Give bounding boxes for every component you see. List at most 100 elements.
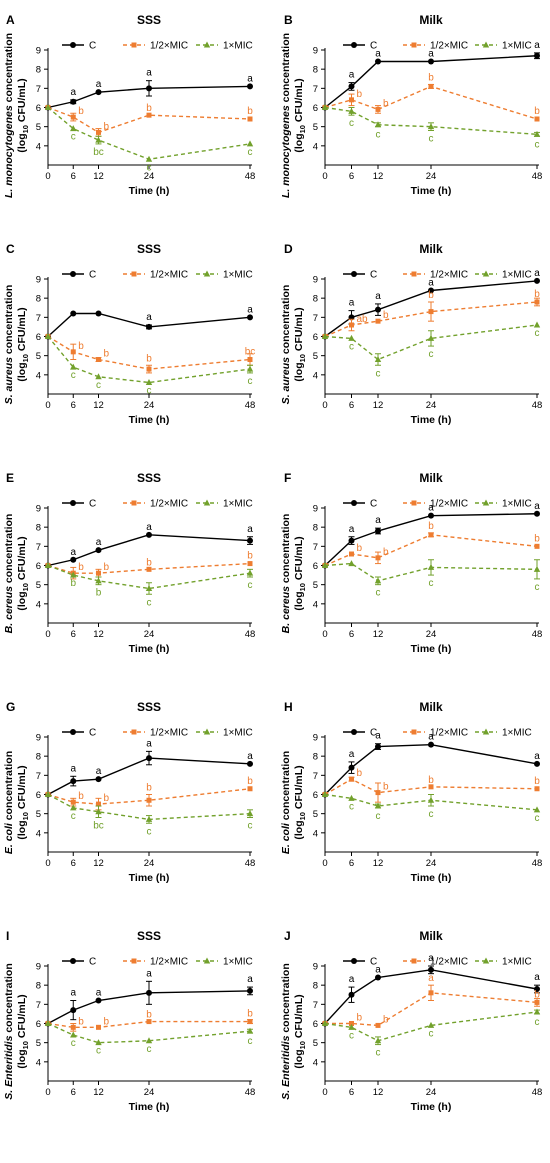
legend-marker <box>131 729 137 735</box>
significance-letter: b <box>146 1010 152 1021</box>
panel-title: SSS <box>137 700 161 714</box>
x-tick-label: 6 <box>349 629 354 640</box>
significance-letter: a <box>349 70 355 81</box>
y-axis-unit: (log10 CFU/mL) <box>16 536 30 610</box>
significance-letter: a <box>70 87 76 98</box>
y-tick-label: 6 <box>36 790 41 801</box>
y-axis-label: L. monocytogenes concentration(log10 CFU… <box>3 33 30 198</box>
y-axis-label-organism: E. coli concentration <box>3 751 15 854</box>
y-tick-label: 4 <box>313 370 318 381</box>
significance-letter: a <box>428 49 434 60</box>
data-point <box>70 799 76 805</box>
significance-letter: b <box>383 782 389 793</box>
data-point <box>348 537 355 544</box>
data-point <box>349 776 354 782</box>
data-point <box>246 365 254 372</box>
significance-letter: a <box>375 731 381 742</box>
significance-letter: b <box>247 1009 253 1020</box>
y-axis-label-suffix: concentration <box>280 33 292 105</box>
data-point <box>428 741 434 748</box>
significance-letter: c <box>376 811 381 822</box>
data-point <box>348 107 355 114</box>
data-point <box>95 310 102 317</box>
legend-marker <box>482 41 490 48</box>
data-point <box>70 571 77 578</box>
data-point <box>375 743 381 750</box>
y-axis-label-organism: S. Enteritidis concentration <box>3 963 15 1100</box>
significance-letter: c <box>376 130 381 141</box>
legend-label: 1×MIC <box>502 728 532 739</box>
data-point <box>70 349 76 355</box>
y-tick-label: 5 <box>36 351 41 362</box>
significance-letter: b <box>534 289 540 300</box>
legend-label: C <box>89 499 96 510</box>
panel-letter: F <box>284 471 291 485</box>
data-point <box>348 991 355 998</box>
data-point <box>428 309 434 315</box>
x-tick-label: 24 <box>144 171 155 182</box>
data-point <box>375 58 381 65</box>
x-axis-label: Time (h) <box>411 414 452 426</box>
y-axis-label-suffix: concentration <box>3 33 15 105</box>
significance-letter: c <box>147 597 152 608</box>
x-tick-label: 24 <box>144 400 155 411</box>
legend-marker <box>482 957 490 964</box>
data-point <box>95 577 102 584</box>
significance-letter: a <box>146 522 152 533</box>
significance-letter: b <box>357 543 363 554</box>
y-axis-label-organism: S. Enteritidis concentration <box>280 963 292 1100</box>
data-point <box>96 1024 101 1030</box>
y-axis-unit-subscript: 10 <box>21 1041 30 1049</box>
significance-letter: b <box>146 353 152 364</box>
x-tick-label: 24 <box>426 858 437 869</box>
significance-letter: c <box>349 1030 354 1041</box>
significance-letter: a <box>534 268 540 279</box>
data-point <box>70 556 77 563</box>
significance-letter: c <box>376 1048 381 1059</box>
y-tick-label: 5 <box>36 809 41 820</box>
series-line-half-mic <box>47 335 251 370</box>
significance-letter: a <box>428 278 434 289</box>
legend-marker <box>70 42 76 48</box>
significance-letter: c <box>248 821 253 832</box>
legend-marker <box>351 958 357 964</box>
data-point <box>247 987 253 994</box>
x-tick-label: 6 <box>349 171 354 182</box>
significance-letter: b <box>104 1016 110 1027</box>
data-point <box>247 786 253 792</box>
legend-label: C <box>89 957 96 968</box>
significance-letter: a <box>247 524 253 535</box>
significance-letter: a <box>247 751 253 762</box>
legend-label: 1/2×MIC <box>430 499 468 510</box>
y-tick-label: 7 <box>36 84 41 95</box>
legend-marker <box>70 500 76 506</box>
x-tick-label: 6 <box>71 629 76 640</box>
legend-label: C <box>370 728 377 739</box>
legend-label: 1/2×MIC <box>430 957 468 968</box>
legend-label: C <box>89 41 96 52</box>
significance-letter: b <box>428 775 434 786</box>
significance-letter: a <box>96 766 102 777</box>
y-axis-unit: (log10 CFU/mL) <box>16 994 30 1068</box>
data-point <box>246 569 254 576</box>
y-tick-label: 7 <box>313 84 318 95</box>
x-tick-label: 6 <box>349 400 354 411</box>
significance-letter: b <box>534 776 540 787</box>
data-point <box>70 778 77 785</box>
significance-letter: c <box>248 376 253 387</box>
data-point <box>349 551 354 557</box>
significance-letter: b <box>70 578 76 589</box>
y-tick-label: 6 <box>36 1019 41 1030</box>
significance-letter: c <box>429 809 434 820</box>
significance-letter: c <box>248 580 253 591</box>
panel-title: SSS <box>137 471 161 485</box>
data-point <box>375 1022 381 1028</box>
y-tick-label: 4 <box>36 828 41 839</box>
y-axis-unit-subscript: 10 <box>298 125 307 133</box>
data-point <box>428 287 434 294</box>
data-point <box>348 764 355 771</box>
legend-marker <box>70 958 76 964</box>
organism-name: B. cereus <box>280 586 292 633</box>
data-point <box>349 1021 354 1026</box>
legend-marker <box>203 41 211 48</box>
